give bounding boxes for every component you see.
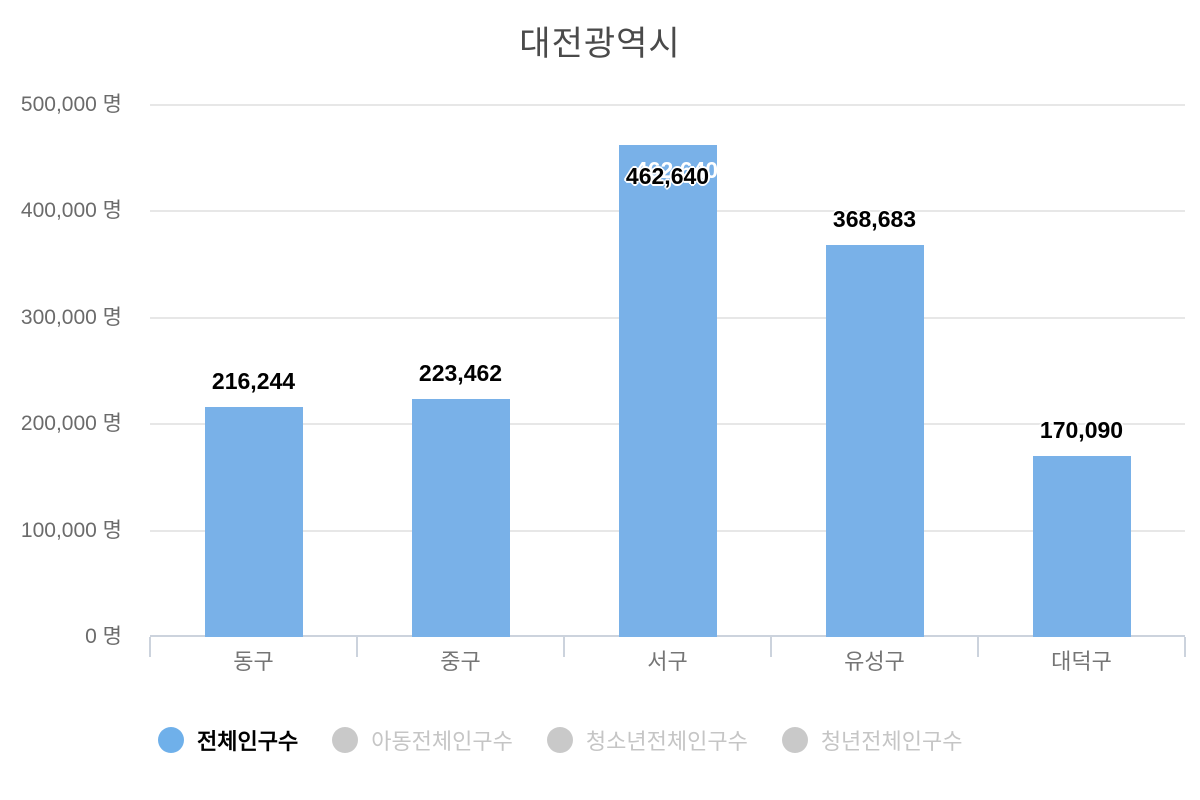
legend-item[interactable]: 아동전체인구수 xyxy=(332,724,513,756)
legend-dot-icon xyxy=(332,727,359,753)
x-axis-category-label: 유성구 xyxy=(844,649,905,674)
bar-item[interactable] xyxy=(411,399,510,637)
legend-item-label: 청년전체인구수 xyxy=(820,729,963,754)
x-axis-category-label: 대덕구 xyxy=(1051,649,1112,674)
bar-value-label: 223,462 xyxy=(418,360,503,387)
legend-dot-icon xyxy=(158,727,184,753)
bar-item[interactable] xyxy=(204,406,303,637)
x-axis-tick xyxy=(770,637,772,657)
y-axis-tick-label: 500,000 명 xyxy=(20,93,122,116)
legend-item-label: 아동전체인구수 xyxy=(371,729,513,754)
legend-dot-icon xyxy=(546,727,573,753)
y-axis-tick-label: 200,000 명 xyxy=(20,412,122,436)
bar-value-label: 368,683 xyxy=(832,205,917,232)
y-axis-tick-label: 100,000 명 xyxy=(20,518,122,542)
x-axis-category-label: 서구 xyxy=(647,649,688,674)
x-axis-tick xyxy=(1184,637,1186,657)
bar-value-label: 170,090 xyxy=(1039,417,1124,444)
x-axis-category-label: 동구 xyxy=(233,649,274,674)
bar-item[interactable] xyxy=(618,144,717,637)
bar-value-label: 462,640 xyxy=(625,162,710,189)
chart-title: 대전광역시 xyxy=(519,25,681,63)
y-axis-tick-label: 400,000 명 xyxy=(20,199,122,223)
legend-item-label: 전체인구수 xyxy=(197,729,299,754)
bar-item[interactable] xyxy=(1032,456,1131,637)
legend-dot-icon xyxy=(781,727,808,753)
legend-item[interactable]: 청소년전체인구수 xyxy=(546,724,748,756)
legend: 전체인구수 아동전체인구수 청소년전체인구수 청년전체인구수 xyxy=(158,724,963,756)
gridline xyxy=(150,104,1185,106)
plot-area: 216,244 동구 223,462 중구 462,640 462,640 서구 368,68… xyxy=(149,104,1186,674)
x-axis-category-label: 중구 xyxy=(440,649,481,674)
x-axis-tick xyxy=(977,637,979,657)
legend-item-label: 청소년전체인구수 xyxy=(585,729,748,754)
x-axis-tick xyxy=(563,637,565,657)
bar-value-label-ghost: 462,640 xyxy=(634,156,719,183)
bar-item[interactable] xyxy=(825,244,924,637)
y-axis-tick-label: 300,000 명 xyxy=(20,305,122,329)
x-axis-tick xyxy=(149,637,151,657)
x-axis-tick xyxy=(356,637,358,657)
bar-value-label: 216,244 xyxy=(211,367,296,394)
legend-item[interactable]: 청년전체인구수 xyxy=(781,724,963,756)
legend-item[interactable]: 전체인구수 xyxy=(158,724,298,756)
y-axis-tick-label: 0 명 xyxy=(85,625,122,648)
